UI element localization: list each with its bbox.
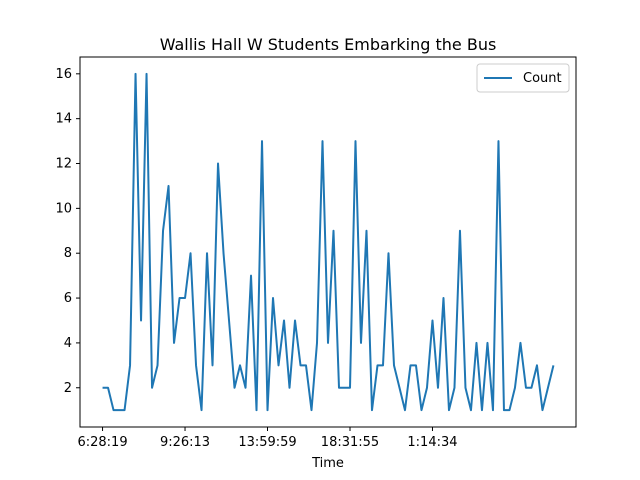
x-tick-label: 9:26:13 bbox=[160, 435, 210, 450]
y-axis-ticks: 2 4 6 8 10 12 14 16 bbox=[55, 67, 80, 396]
x-tick-label: 6:28:19 bbox=[77, 435, 127, 450]
plot-area bbox=[79, 56, 577, 428]
y-tick-label: 6 bbox=[64, 291, 72, 306]
x-axis-label: Time bbox=[311, 456, 344, 471]
y-tick-label: 4 bbox=[64, 336, 72, 351]
x-tick-label: 13:59:59 bbox=[238, 435, 296, 450]
plot-frame bbox=[79, 56, 577, 428]
y-tick-label: 2 bbox=[64, 381, 72, 396]
y-tick-label: 14 bbox=[55, 112, 72, 127]
legend-box bbox=[476, 63, 570, 93]
y-tick-label: 12 bbox=[55, 157, 72, 172]
y-tick-label: 16 bbox=[55, 67, 72, 82]
x-tick-label: 1:14:34 bbox=[407, 435, 457, 450]
x-axis-ticks: 6:28:19 9:26:13 13:59:59 18:31:55 1:14:34 bbox=[77, 427, 458, 450]
y-tick-label: 8 bbox=[64, 246, 72, 261]
legend: Count bbox=[476, 63, 570, 93]
legend-series-label: Count bbox=[523, 71, 562, 86]
x-tick-label: 18:31:55 bbox=[321, 435, 379, 450]
chart-title: Wallis Hall W Students Embarking the Bus bbox=[160, 35, 497, 54]
series-layer bbox=[102, 72, 555, 412]
y-tick-label: 10 bbox=[55, 201, 72, 216]
count-series-line bbox=[102, 72, 555, 412]
